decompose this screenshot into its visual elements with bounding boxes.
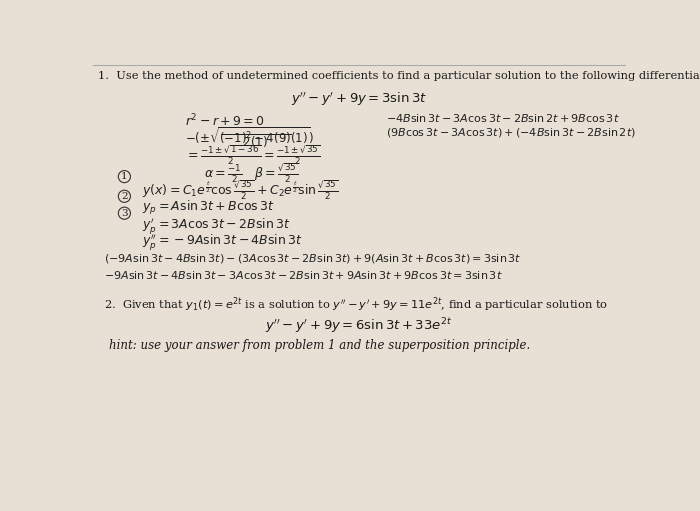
Text: $(9B\cos 3t - 3A\cos 3t) + (-4B\sin 3t - 2B\sin 2t)$: $(9B\cos 3t - 3A\cos 3t) + (-4B\sin 3t -… [386,126,636,139]
Text: $(-9A\sin 3t - 4B\sin 3t) - (3A\cos 3t - 2B\sin 3t) + 9(A\sin 3t + B\cos 3t) = 3: $(-9A\sin 3t - 4B\sin 3t) - (3A\cos 3t -… [104,252,522,265]
Text: hint: use your answer from problem 1 and the superposition principle.: hint: use your answer from problem 1 and… [109,339,531,352]
Text: $y'' - y' + 9y = 3\sin 3t$: $y'' - y' + 9y = 3\sin 3t$ [290,91,427,108]
Text: 1: 1 [121,172,127,181]
Text: $y_p = A\sin 3t + B\cos 3t$: $y_p = A\sin 3t + B\cos 3t$ [141,199,274,217]
Text: $y'' - y' + 9y = 6\sin 3t + 33e^{2t}$: $y'' - y' + 9y = 6\sin 3t + 33e^{2t}$ [265,316,452,336]
Text: $y_p' = 3A\cos 3t - 2B\sin 3t$: $y_p' = 3A\cos 3t - 2B\sin 3t$ [141,216,290,236]
Text: $-9A\sin 3t - 4B\sin 3t - 3A\cos 3t - 2B\sin 3t + 9A\sin 3t + 9B\cos 3t = 3\sin : $-9A\sin 3t - 4B\sin 3t - 3A\cos 3t - 2B… [104,269,503,281]
Text: 2.  Given that $y_1(t) = e^{2t}$ is a solution to $y'' - y' + 9y = 11e^{2t}$, fi: 2. Given that $y_1(t) = e^{2t}$ is a sol… [104,295,608,314]
Text: $-4B\sin 3t - 3A\cos 3t - 2B\sin 2t + 9B\cos 3t$: $-4B\sin 3t - 3A\cos 3t - 2B\sin 2t + 9B… [386,112,620,124]
Text: 3: 3 [121,208,127,218]
Text: $= \frac{-1 \pm \sqrt{1 - 36}}{2} = \frac{-1 \pm \sqrt{35}}{2}$: $= \frac{-1 \pm \sqrt{1 - 36}}{2} = \fra… [185,144,321,167]
Text: 2: 2 [121,192,127,201]
Text: $-(\pm\sqrt{(-1)^2 - 4(9)(1)})$: $-(\pm\sqrt{(-1)^2 - 4(9)(1)})$ [185,126,314,147]
Text: $y_p'' = -9A\sin 3t - 4B\sin 3t$: $y_p'' = -9A\sin 3t - 4B\sin 3t$ [141,233,302,252]
Text: $r^2 - r + 9 = 0$: $r^2 - r + 9 = 0$ [185,112,265,129]
Text: $\overline{\quad\quad 2(1) \quad\quad}$: $\overline{\quad\quad 2(1) \quad\quad}$ [220,133,293,150]
Text: $\alpha = \frac{-1}{2} \quad \beta = \frac{\sqrt{35}}{2}$: $\alpha = \frac{-1}{2} \quad \beta = \fr… [204,161,299,185]
Text: $y(x) = C_1 e^{\frac{t}{2}} \cos\frac{\sqrt{35}}{2} + C_2 e^{\frac{t}{2}} \sin\f: $y(x) = C_1 e^{\frac{t}{2}} \cos\frac{\s… [141,179,338,202]
Text: 1.  Use the method of undetermined coefficients to find a particular solution to: 1. Use the method of undetermined coeffi… [98,71,700,81]
